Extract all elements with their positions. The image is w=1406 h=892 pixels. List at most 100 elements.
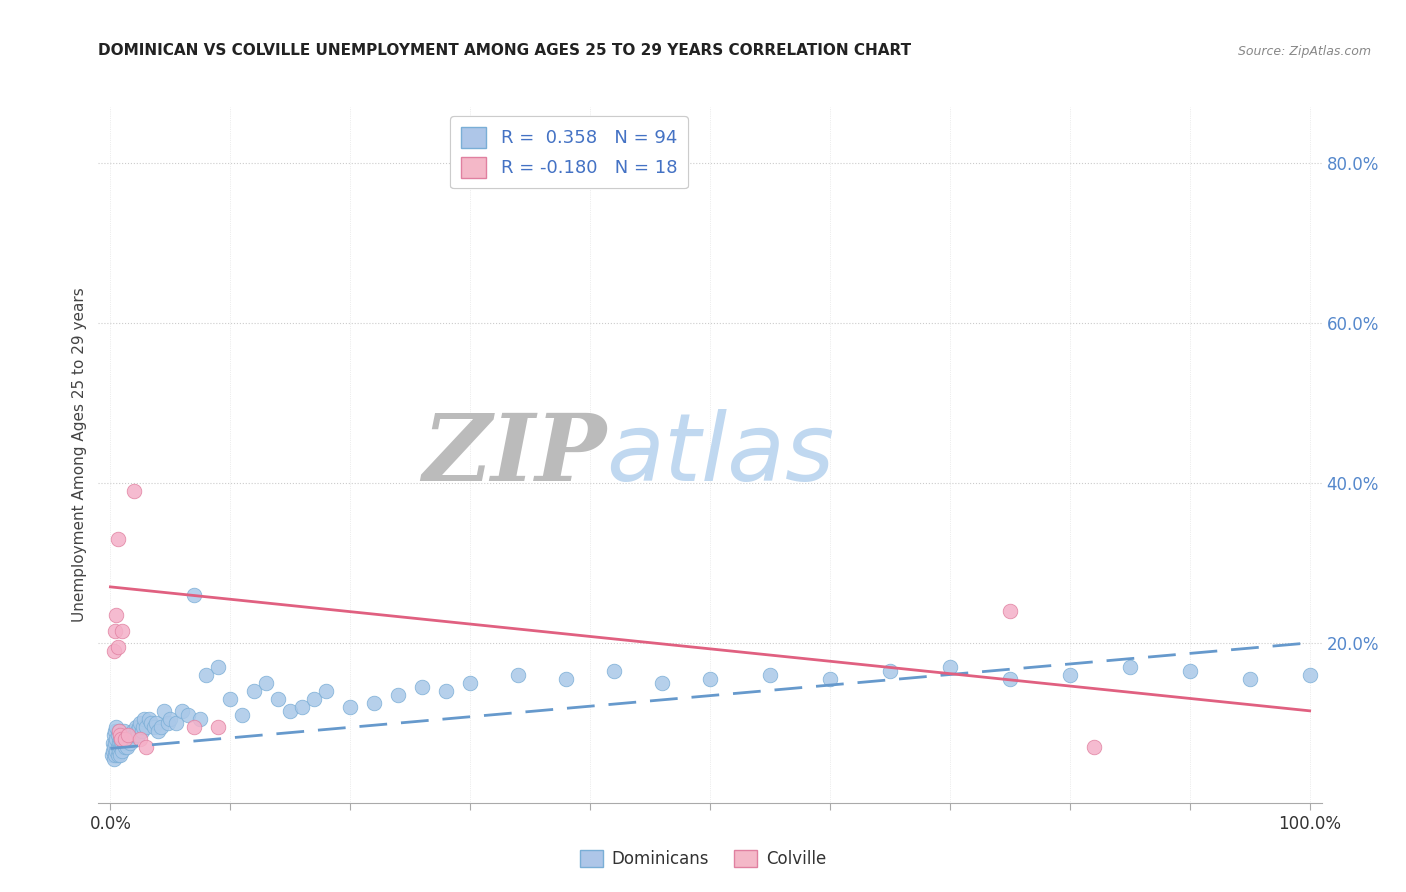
Point (207, 660, 229, 674)
Point (124, 483, 146, 498)
Point (110, 728, 132, 742)
Point (304, 691, 326, 706)
Point (759, 668, 782, 682)
Point (103, 728, 125, 742)
Point (998, 672, 1021, 686)
Point (145, 715, 167, 730)
Point (112, 736, 135, 750)
Point (104, 624, 127, 638)
Point (121, 731, 143, 746)
Point (110, 731, 132, 746)
Point (132, 712, 155, 726)
Point (339, 699, 361, 714)
Point (555, 672, 578, 686)
Point (1239, 672, 1261, 686)
Point (142, 720, 165, 734)
Point (998, 604, 1021, 618)
Point (363, 696, 385, 710)
Point (291, 699, 314, 714)
Point (183, 720, 205, 734)
Y-axis label: Unemployment Among Ages 25 to 29 years: Unemployment Among Ages 25 to 29 years (72, 287, 87, 623)
Point (108, 744, 131, 758)
Point (434, 683, 457, 698)
Text: ZIP: ZIP (422, 410, 606, 500)
Point (124, 728, 146, 742)
Point (108, 723, 131, 738)
Text: Source: ZipAtlas.com: Source: ZipAtlas.com (1237, 45, 1371, 58)
Point (188, 712, 212, 726)
Point (129, 731, 152, 746)
Point (127, 728, 149, 742)
Point (387, 688, 409, 702)
Point (125, 723, 148, 738)
Point (207, 720, 229, 734)
Point (117, 731, 139, 746)
Point (879, 664, 901, 678)
Point (107, 728, 129, 742)
Point (104, 747, 127, 762)
Point (117, 728, 139, 742)
Point (153, 704, 176, 718)
Point (103, 739, 125, 754)
Point (159, 712, 181, 726)
Point (141, 715, 163, 730)
Point (156, 715, 179, 730)
Point (699, 672, 721, 686)
Point (1119, 660, 1142, 674)
Point (115, 728, 138, 742)
Point (149, 720, 172, 734)
Point (110, 736, 132, 750)
Point (108, 739, 131, 754)
Point (131, 723, 153, 738)
Point (100, 747, 122, 762)
Point (120, 728, 142, 742)
Point (122, 723, 145, 738)
Point (135, 739, 157, 754)
Point (651, 676, 673, 690)
Point (108, 728, 131, 742)
Point (115, 739, 138, 754)
Point (138, 712, 160, 726)
Point (129, 715, 152, 730)
Point (278, 704, 301, 718)
Point (104, 736, 127, 750)
Point (107, 747, 129, 762)
Point (939, 660, 962, 674)
Point (231, 707, 253, 722)
Point (108, 731, 131, 746)
Point (118, 736, 141, 750)
Point (111, 624, 134, 638)
Point (105, 607, 128, 622)
Point (108, 723, 131, 738)
Point (114, 731, 136, 746)
Point (108, 747, 131, 762)
Point (818, 672, 841, 686)
Point (1059, 668, 1081, 682)
Point (114, 739, 136, 754)
Point (128, 720, 150, 734)
Point (111, 744, 134, 758)
Point (107, 532, 129, 546)
Point (124, 720, 146, 734)
Point (148, 723, 170, 738)
Point (183, 588, 205, 602)
Point (315, 683, 337, 698)
Point (172, 704, 194, 718)
Point (165, 715, 187, 730)
Legend: Dominicans, Colville: Dominicans, Colville (574, 843, 832, 875)
Text: DOMINICAN VS COLVILLE UNEMPLOYMENT AMONG AGES 25 TO 29 YEARS CORRELATION CHART: DOMINICAN VS COLVILLE UNEMPLOYMENT AMONG… (98, 43, 911, 58)
Point (108, 736, 131, 750)
Point (105, 731, 128, 746)
Point (115, 736, 138, 750)
Point (1083, 739, 1105, 754)
Point (103, 644, 125, 658)
Point (107, 640, 129, 654)
Point (104, 723, 127, 738)
Point (111, 731, 134, 746)
Point (243, 683, 266, 698)
Point (101, 736, 124, 750)
Point (114, 731, 136, 746)
Point (411, 680, 433, 694)
Point (132, 720, 155, 734)
Point (103, 752, 125, 766)
